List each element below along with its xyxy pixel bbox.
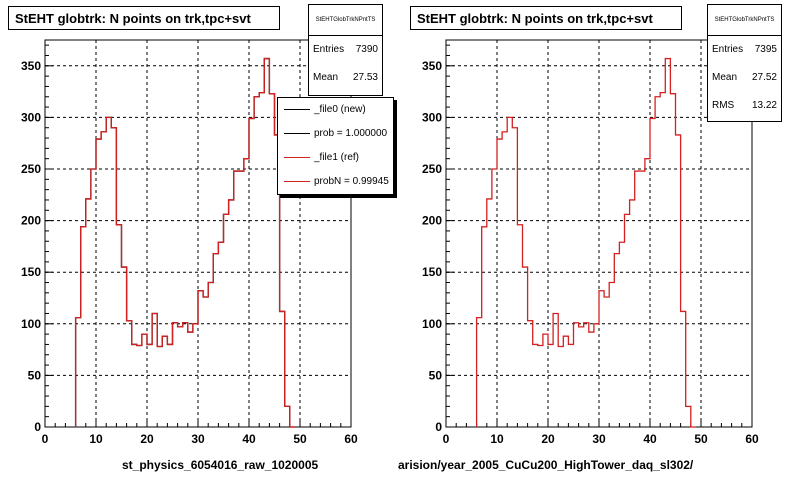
y-tick-label: 250 xyxy=(21,162,41,176)
legend-label: prob = 1.000000 xyxy=(314,128,388,139)
legend-swatch-black xyxy=(284,133,310,134)
legend-box: _file0 (new) prob = 1.000000 _file1 (ref… xyxy=(277,97,394,195)
stats-mean-value: 27.52 xyxy=(751,72,777,83)
stats-entries-label: Entries xyxy=(712,44,744,55)
stats-name: StEHTGlobTrkNPntTS xyxy=(708,5,781,36)
x-tick-label: 20 xyxy=(140,432,154,446)
y-tick-label: 250 xyxy=(422,162,442,176)
y-tick-label: 350 xyxy=(21,59,41,73)
y-tick-label: 50 xyxy=(28,368,42,382)
x-tick-label: 60 xyxy=(745,432,759,446)
stats-rms-value: 13.22 xyxy=(751,100,777,111)
stats-mean-row: Mean 27.52 xyxy=(708,64,781,92)
stats-entries-value: 7395 xyxy=(754,44,777,55)
y-tick-label: 200 xyxy=(422,214,442,228)
x-axis-label-left: st_physics_6054016_raw_1020005 xyxy=(122,458,319,472)
stats-box-right: StEHTGlobTrkNPntTS Entries 7395 Mean 27.… xyxy=(707,4,782,122)
x-tick-label: 50 xyxy=(293,432,307,446)
legend-label: _file0 (new) xyxy=(314,104,366,115)
stats-mean-value: 27.53 xyxy=(352,72,378,83)
y-tick-label: 0 xyxy=(34,420,41,434)
x-tick-label: 40 xyxy=(242,432,256,446)
y-tick-label: 300 xyxy=(422,110,442,124)
legend-label: _file1 (ref) xyxy=(314,152,360,163)
y-tick-label: 150 xyxy=(21,265,41,279)
x-tick-label: 20 xyxy=(541,432,555,446)
stats-entries-label: Entries xyxy=(313,44,345,55)
x-tick-label: 50 xyxy=(694,432,708,446)
y-tick-label: 0 xyxy=(435,420,442,434)
x-tick-label: 40 xyxy=(643,432,657,446)
x-axis-label-right: arision/year_2005_CuCu200_HighTower_daq_… xyxy=(398,458,694,472)
histogram-panel-left: 0 10 20 30 40 50 60 0 50 100 150 200 250 300 350 StEHT… xyxy=(8,4,394,472)
x-tick-label: 10 xyxy=(490,432,504,446)
histogram-panel-right: 0 10 20 30 40 50 60 0 50 100 150 200 250 300 350 StEHT… xyxy=(398,0,800,480)
y-tick-label: 100 xyxy=(422,317,442,331)
histogram-series-0 xyxy=(475,57,696,428)
legend-entry-probn: probN = 0.99945 xyxy=(278,170,393,194)
y-tick-label: 200 xyxy=(21,214,41,228)
legend-swatch-red xyxy=(284,181,310,182)
legend-entry-file1: _file1 (ref) xyxy=(278,146,393,170)
histogram-plot-right: 0 10 20 30 40 50 60 0 50 100 150 200 250 300 350 xyxy=(422,39,759,446)
x-tick-label: 30 xyxy=(191,432,205,446)
stats-rms-row: RMS 13.22 xyxy=(708,92,781,120)
stats-mean-label: Mean xyxy=(712,72,738,83)
y-tick-label: 150 xyxy=(422,265,442,279)
legend-entry-prob: prob = 1.000000 xyxy=(278,122,393,146)
legend-swatch-black xyxy=(284,109,310,110)
legend-entry-file0: _file0 (new) xyxy=(278,98,393,122)
stats-mean-row: Mean 27.53 xyxy=(309,64,382,92)
y-tick-label: 300 xyxy=(21,110,41,124)
x-tick-label: 60 xyxy=(344,432,358,446)
chart-title-left: StEHT globtrk: N points on trk,tpc+svt xyxy=(8,6,280,30)
x-tick-label: 0 xyxy=(443,432,450,446)
x-tick-label: 10 xyxy=(89,432,103,446)
legend-label: probN = 0.99945 xyxy=(314,176,389,187)
chart-title-right: StEHT globtrk: N points on trk,tpc+svt xyxy=(410,6,682,30)
stats-rms-label: RMS xyxy=(712,100,735,111)
stats-entries-row: Entries 7390 xyxy=(309,36,382,64)
y-tick-label: 100 xyxy=(21,317,41,331)
x-tick-label: 0 xyxy=(42,432,49,446)
stats-entries-value: 7390 xyxy=(355,44,378,55)
stats-name: StEHTGlobTrkNPntTS xyxy=(309,5,382,36)
legend-swatch-red xyxy=(284,157,310,158)
y-tick-label: 350 xyxy=(422,59,442,73)
stats-mean-label: Mean xyxy=(313,72,339,83)
y-tick-label: 50 xyxy=(429,368,443,382)
stats-box-left: StEHTGlobTrkNPntTS Entries 7390 Mean 27.… xyxy=(308,4,383,96)
x-tick-label: 30 xyxy=(592,432,606,446)
stats-entries-row: Entries 7395 xyxy=(708,36,781,64)
histogram-series-1 xyxy=(74,57,295,428)
